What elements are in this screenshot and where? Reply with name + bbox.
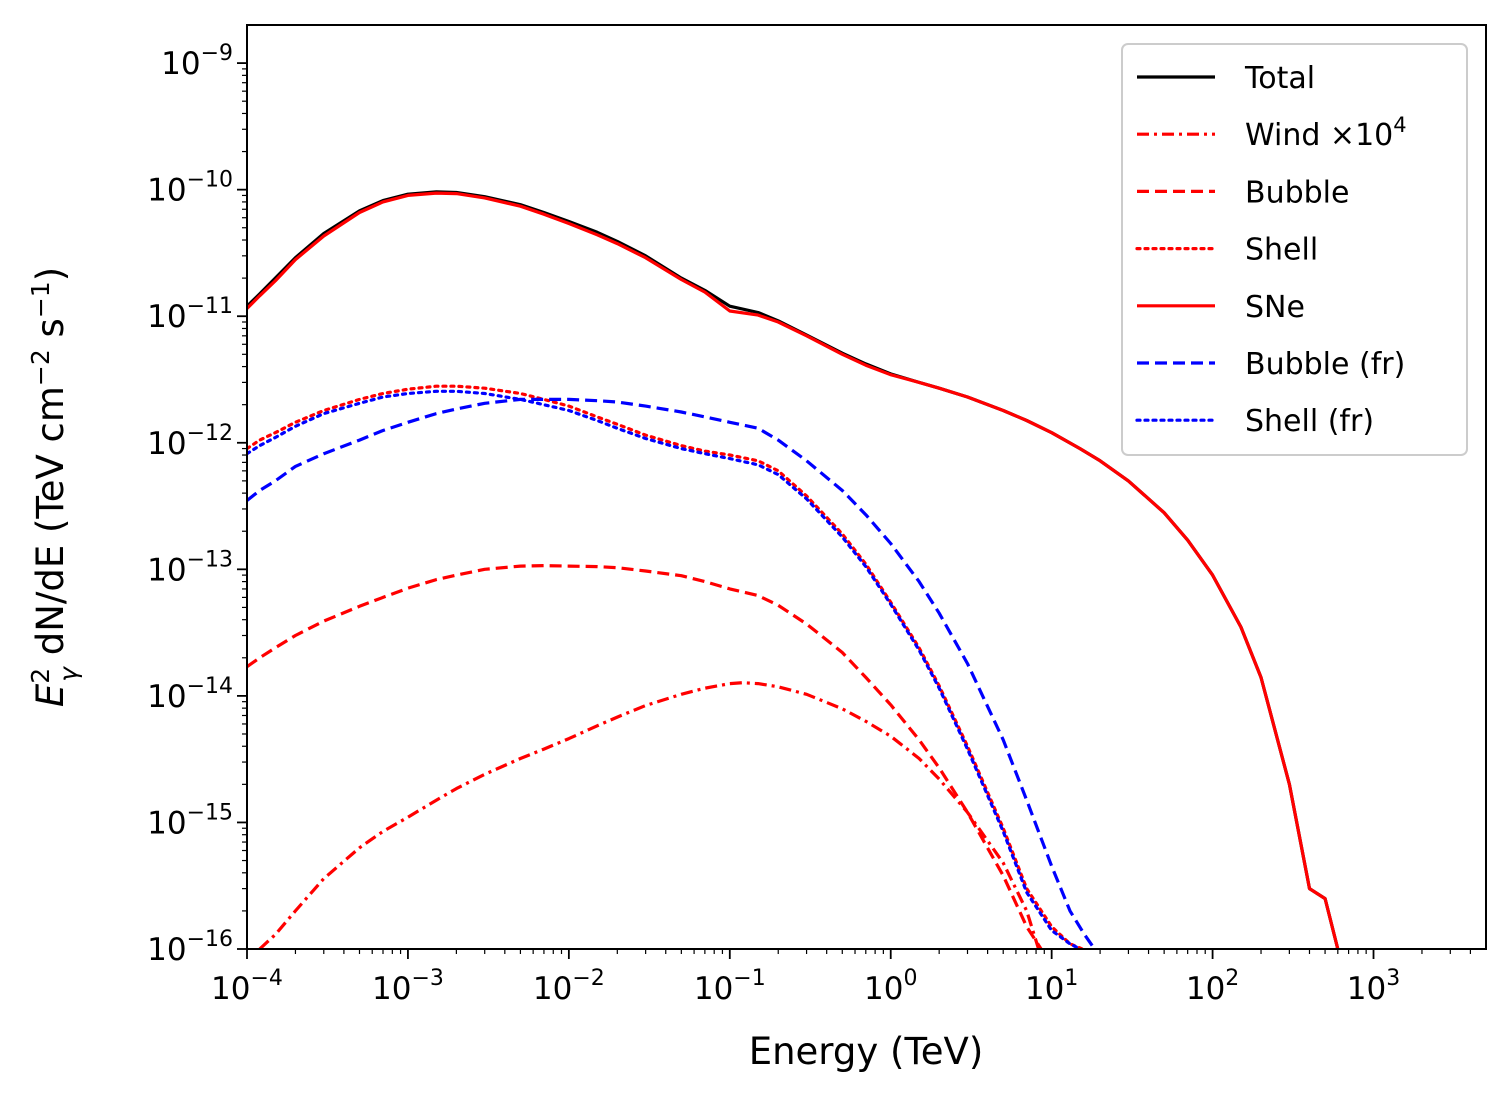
legend-label: SNe	[1245, 290, 1305, 325]
y-axis: 10−16 10−15 10−14 10−13 10−12 10−11 10−10 10−9	[147, 41, 247, 968]
y-tick-label: 10−13	[147, 547, 233, 588]
y-axis-label: E2γ dN/dE (TeV cm−2 s−1)	[26, 267, 83, 707]
series-line-sne	[247, 191, 1340, 949]
legend-label: Total	[1244, 61, 1315, 96]
y-tick-label: 10−9	[161, 41, 233, 82]
x-tick-label: 10−3	[372, 966, 444, 1007]
legend-items: Total Wind ×104 Bubble Shell SNe Bubble (fr) S…	[1135, 61, 1407, 439]
legend-item: Wind ×104	[1137, 113, 1407, 153]
legend-item: Bubble (fr)	[1137, 347, 1405, 382]
x-tick-label: 102	[1186, 966, 1239, 1007]
legend-label: Shell (fr)	[1245, 404, 1374, 439]
y-tick-label: 10−16	[147, 927, 233, 968]
x-tick-label: 101	[1025, 966, 1078, 1007]
y-tick-label: 10−10	[147, 168, 233, 209]
x-tick-label: 10−1	[694, 966, 766, 1007]
x-tick-label: 10−2	[533, 966, 605, 1007]
x-tick-label: 100	[864, 966, 917, 1007]
x-axis-label: Energy (TeV)	[749, 1030, 984, 1073]
series-line-wind-10	[258, 681, 1041, 949]
legend: Total Wind ×104 Bubble Shell SNe Bubble (fr) S…	[1121, 43, 1468, 456]
legend-item: Shell (fr)	[1135, 404, 1374, 439]
y-tick-label: 10−11	[147, 294, 233, 335]
legend-label: Wind ×104	[1245, 113, 1407, 153]
legend-box	[1121, 43, 1468, 456]
x-tick-label: 10−4	[211, 966, 283, 1007]
legend-label: Shell	[1245, 233, 1318, 268]
series-line-bubble	[247, 563, 1043, 949]
y-tick-label: 10−15	[147, 800, 233, 841]
y-tick-label: 10−14	[147, 674, 233, 715]
series-line-bubble-fr	[247, 397, 1096, 949]
legend-item: Bubble	[1137, 175, 1349, 210]
x-tick-label: 103	[1347, 966, 1400, 1007]
y-tick-label: 10−12	[147, 421, 233, 462]
legend-item: Shell	[1135, 233, 1318, 268]
legend-label: Bubble (fr)	[1245, 347, 1405, 382]
plot-frame	[246, 24, 1487, 950]
legend-item: Total	[1137, 61, 1315, 96]
x-axis: 10−4 10−3 10−2 10−1 100 101 102 103	[211, 949, 1472, 1007]
legend-label: Bubble	[1245, 175, 1349, 210]
series-layer	[247, 190, 1340, 949]
series-line-shell-fr	[247, 389, 1082, 949]
legend-item: SNe	[1137, 290, 1305, 325]
